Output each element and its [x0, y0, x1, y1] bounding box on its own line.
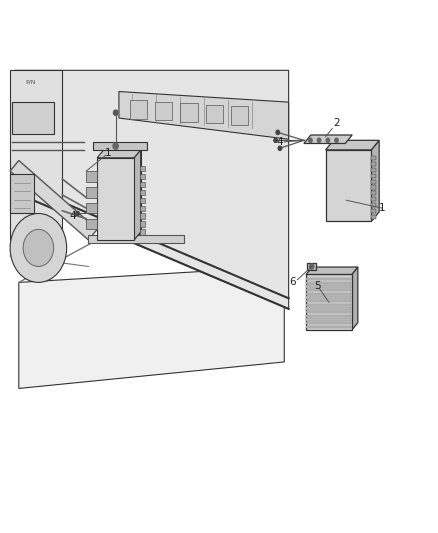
Text: 4: 4	[277, 137, 283, 147]
Circle shape	[318, 138, 321, 142]
Polygon shape	[325, 150, 371, 221]
Polygon shape	[352, 267, 358, 330]
Bar	[140, 221, 145, 227]
Circle shape	[309, 138, 312, 142]
Bar	[371, 215, 376, 219]
Bar	[140, 190, 145, 195]
Polygon shape	[304, 135, 352, 143]
Circle shape	[113, 110, 118, 115]
Bar	[307, 314, 351, 317]
Bar	[307, 281, 351, 284]
Text: 6: 6	[290, 277, 296, 287]
Circle shape	[326, 138, 329, 142]
Circle shape	[335, 138, 338, 142]
Bar	[371, 209, 376, 213]
Bar	[307, 263, 317, 270]
Circle shape	[10, 214, 67, 282]
Text: 1: 1	[379, 203, 385, 213]
Bar	[140, 198, 145, 203]
Bar	[307, 326, 351, 328]
Bar	[140, 174, 145, 179]
Bar	[307, 293, 351, 295]
Bar	[205, 105, 223, 123]
Polygon shape	[371, 140, 379, 221]
Polygon shape	[119, 92, 289, 139]
Bar	[140, 166, 145, 171]
Bar	[140, 229, 145, 235]
Bar	[86, 171, 97, 182]
Bar	[140, 206, 145, 211]
Bar	[86, 203, 97, 214]
Bar	[371, 191, 376, 196]
Bar	[307, 304, 351, 306]
Bar	[307, 289, 351, 291]
Circle shape	[113, 143, 118, 149]
Bar	[180, 103, 198, 122]
Bar	[97, 158, 134, 240]
Bar	[371, 162, 376, 166]
Bar	[140, 214, 145, 219]
Circle shape	[274, 138, 277, 142]
Bar	[306, 274, 352, 330]
Bar	[371, 203, 376, 207]
Polygon shape	[19, 266, 284, 389]
Polygon shape	[88, 235, 184, 243]
Bar	[86, 219, 97, 229]
Circle shape	[278, 146, 282, 150]
Text: 5: 5	[314, 281, 321, 292]
Bar	[307, 296, 351, 298]
Bar	[371, 197, 376, 201]
Polygon shape	[10, 160, 97, 240]
Polygon shape	[14, 70, 289, 309]
Text: P/N: P/N	[25, 79, 36, 85]
Bar	[12, 102, 53, 134]
Bar	[371, 168, 376, 172]
Polygon shape	[306, 267, 358, 274]
Polygon shape	[93, 142, 147, 150]
Polygon shape	[10, 70, 62, 240]
Bar	[307, 300, 351, 302]
Bar	[130, 100, 147, 118]
Bar	[307, 311, 351, 313]
Bar	[140, 182, 145, 187]
Polygon shape	[134, 150, 141, 240]
Bar	[307, 285, 351, 288]
Bar	[86, 187, 97, 198]
Text: 4: 4	[70, 211, 77, 221]
Bar	[371, 174, 376, 178]
Bar	[307, 307, 351, 310]
Text: 2: 2	[333, 118, 340, 128]
Text: 1: 1	[105, 148, 111, 158]
Bar	[371, 156, 376, 160]
Polygon shape	[325, 140, 379, 150]
Circle shape	[76, 212, 79, 216]
Polygon shape	[104, 150, 141, 232]
Polygon shape	[97, 150, 141, 158]
Bar	[307, 278, 351, 280]
Bar	[10, 174, 34, 214]
Circle shape	[310, 264, 314, 269]
Bar	[231, 107, 248, 125]
Bar	[371, 185, 376, 190]
Bar	[307, 318, 351, 321]
Bar	[307, 322, 351, 325]
Circle shape	[23, 229, 53, 266]
Circle shape	[276, 130, 279, 134]
Bar	[155, 102, 173, 120]
Bar	[371, 180, 376, 184]
